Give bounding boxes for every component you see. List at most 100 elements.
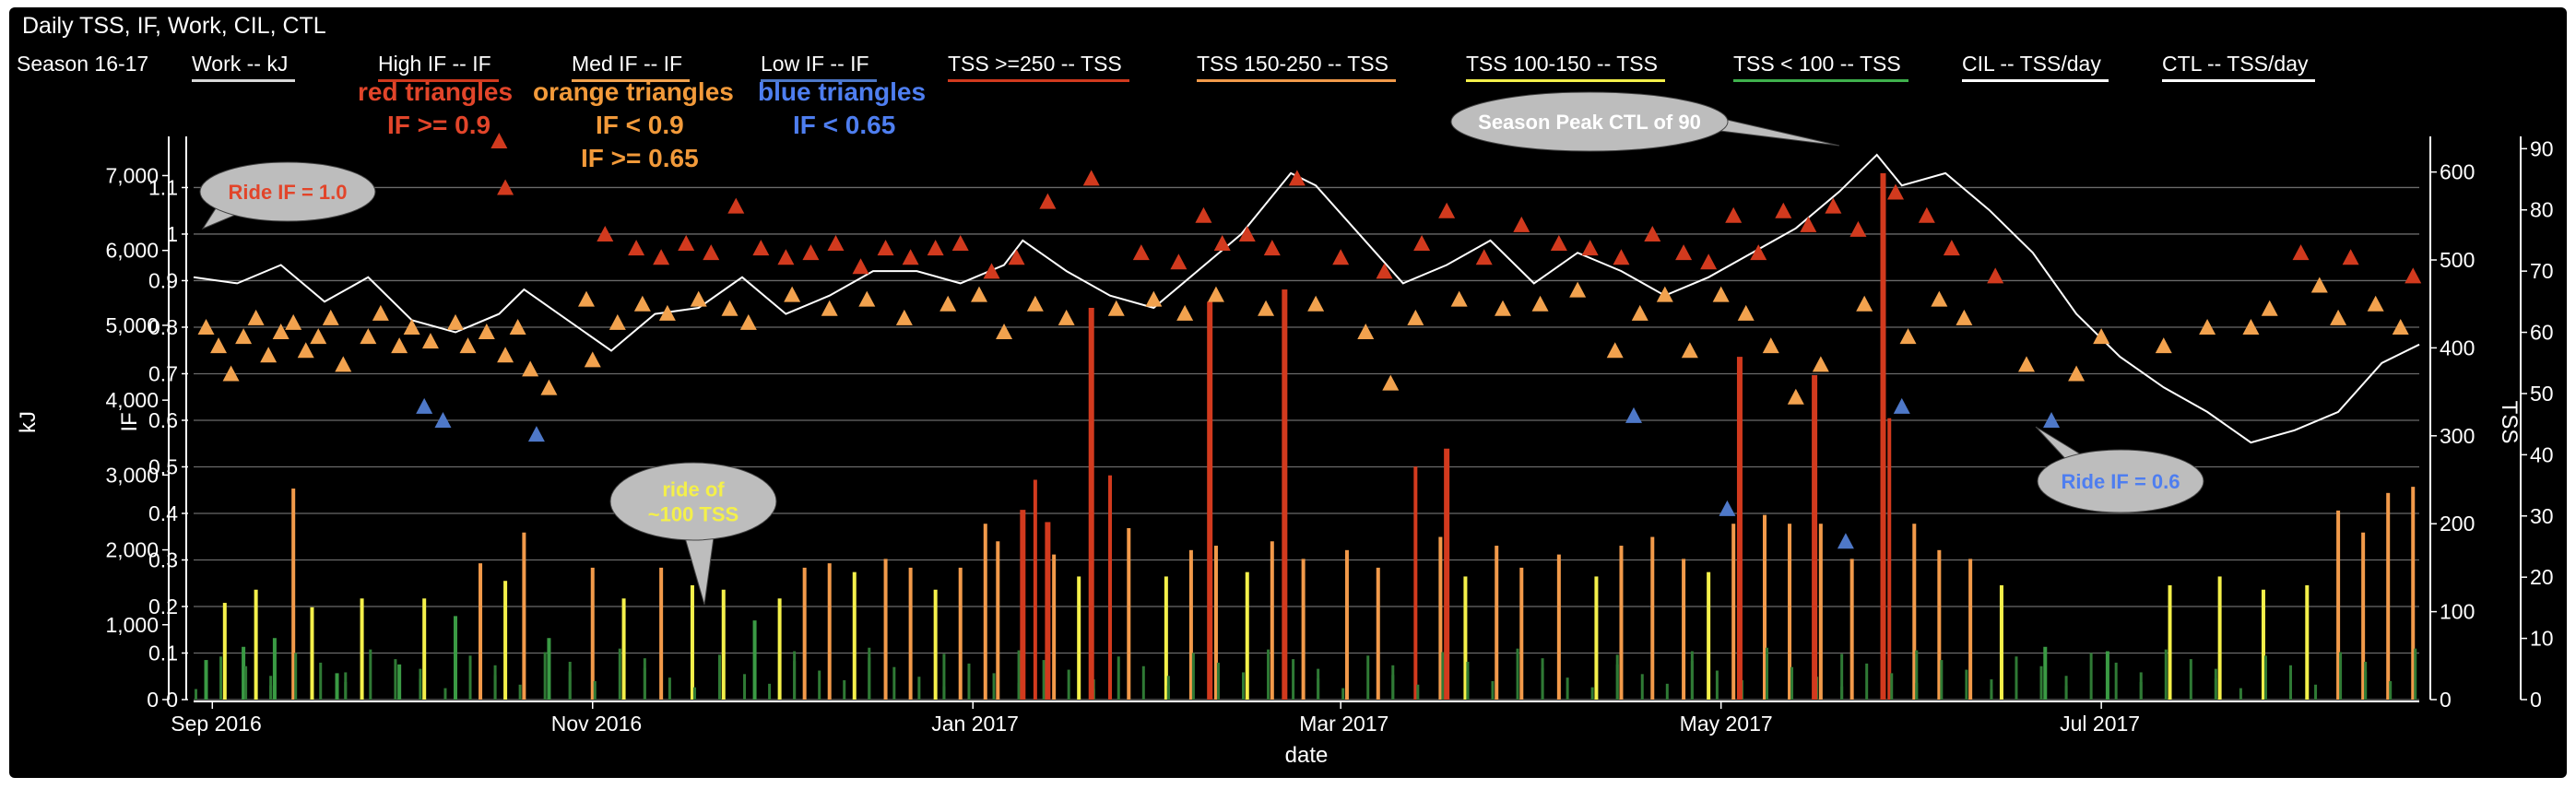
ctl-line	[193, 153, 2420, 444]
med-if-triangle	[1569, 281, 1587, 298]
med-if-triangle	[1787, 388, 1804, 405]
tss-bar-low	[1690, 661, 1694, 700]
tss-bar	[1245, 571, 1249, 700]
tss-bar	[2361, 532, 2366, 700]
tss-bar	[1619, 546, 1624, 700]
tss-bar-low	[2364, 671, 2368, 700]
med-if-triangle	[372, 304, 389, 321]
tss-bar	[1556, 554, 1561, 700]
legend-line-swatch	[1197, 79, 1396, 82]
med-if-triangle	[939, 295, 957, 312]
high-if-triangle	[1675, 244, 1693, 261]
tss-bar	[2043, 646, 2048, 700]
high-if-triangle	[1725, 206, 1743, 223]
tss-bar	[1270, 541, 1274, 700]
x-tick-label: Jul 2017	[2060, 712, 2140, 736]
tss-bar-low	[1665, 683, 1669, 700]
tss-bar-low	[743, 674, 747, 700]
med-if-triangle	[459, 337, 477, 354]
high-if-triangle	[1132, 244, 1150, 261]
high-if-triangle	[1943, 240, 1960, 256]
tss-bar-low	[1566, 677, 1569, 700]
tss-bar-low	[2139, 681, 2143, 700]
med-if-triangle	[1812, 356, 1829, 372]
med-if-triangle	[522, 360, 539, 377]
med-if-triangle	[1681, 342, 1698, 359]
red-triangles-label: red triangles	[358, 77, 514, 106]
tick-label-if: 0.3	[148, 548, 178, 571]
legend-item-ctl-tss-day: CTL -- TSS/day	[2162, 52, 2316, 82]
tick-label-kj: 4,000	[105, 388, 159, 412]
legend-label: Low IF -- IF	[761, 52, 869, 76]
high-if-triangle	[802, 244, 820, 261]
med-if-triangle	[1737, 304, 1755, 321]
legend-label: TSS 150-250 -- TSS	[1197, 52, 1388, 76]
med-if-triangle	[235, 328, 253, 345]
callout-season-peak: Season Peak CTL of 90	[1450, 91, 1840, 152]
high-if-triangle	[2405, 267, 2422, 284]
x-tick-label: Sep 2016	[171, 712, 261, 736]
med-if-triangle	[739, 313, 757, 330]
tss-bar	[621, 598, 626, 700]
tss-bar	[2168, 584, 2172, 700]
blue-triangles-label: blue triangles	[758, 77, 927, 106]
tss-bar-low	[2414, 648, 2417, 700]
tss-axis-label: TSS	[2497, 401, 2522, 444]
tick-label-kj: 7,000	[105, 163, 159, 187]
callout-text: Ride IF = 0.6	[2062, 470, 2180, 493]
med-if-triangle	[658, 304, 676, 321]
med-if-triangle	[971, 286, 987, 302]
high-if-triangle	[983, 263, 1000, 279]
callout-ride-100-tss: ride of~100 TSS	[609, 462, 777, 606]
legend-label: CTL -- TSS/day	[2162, 52, 2309, 76]
tss-bar	[996, 541, 1000, 700]
med-if-triangle	[222, 365, 240, 382]
tss-bar-low	[493, 675, 497, 700]
high-if-triangle	[1825, 197, 1842, 214]
legend-item-med-if-if: Med IF -- IF	[572, 52, 691, 82]
window-title: Daily TSS, IF, Work, CIL, CTL	[22, 13, 326, 39]
tss-bar	[2305, 584, 2310, 700]
tss-bar-low	[892, 666, 896, 700]
high-if-triangle	[1475, 249, 1493, 265]
tick-label-tss: 300	[2440, 424, 2475, 448]
tss-bar	[752, 620, 757, 700]
tss-bar-low	[1541, 667, 1544, 700]
tss-bar-low	[1940, 660, 1944, 700]
med-if-triangle	[1531, 295, 1549, 312]
med-if-triangle	[2068, 365, 2086, 382]
tss-bar	[721, 589, 726, 700]
tick-label-if: 1	[166, 222, 178, 246]
legend-line-swatch	[1962, 79, 2109, 82]
callout-text: ~100 TSS	[648, 503, 739, 526]
tss-bar-low	[618, 648, 621, 700]
tss-bar-low	[2389, 680, 2393, 700]
tss-bar	[1887, 418, 1892, 700]
legend-item-work-kj: Work -- kJ	[192, 52, 296, 82]
tss-bar-low	[718, 664, 721, 700]
legend-item-high-if-if: High IF -- IF	[378, 52, 499, 82]
tss-bar-low	[818, 670, 821, 700]
high-if-triangle	[1550, 235, 1567, 252]
med-if-triangle	[821, 300, 838, 316]
tss-bar-low	[219, 656, 223, 700]
high-if-triangle	[1438, 202, 1456, 218]
med-if-triangle	[2155, 337, 2172, 354]
high-if-triangle	[951, 235, 969, 252]
tick-label-kj: 0	[147, 688, 159, 712]
med-if-triangle	[310, 328, 327, 345]
med-if-triangle	[2093, 328, 2110, 345]
tss-bar-low	[643, 667, 646, 700]
tss-bar	[2336, 510, 2341, 700]
med-if-triangle	[1258, 300, 1275, 316]
tss-bar	[1495, 546, 1499, 700]
med-if-triangle	[1450, 290, 1468, 307]
tss-bar	[852, 571, 857, 700]
tss-bar	[827, 563, 832, 700]
orange-rule1-label: IF < 0.9	[596, 111, 684, 139]
tss-bar	[1438, 536, 1443, 700]
tss-bar	[983, 524, 987, 700]
high-if-triangle	[852, 258, 869, 275]
season-label: Season 16-17	[17, 52, 149, 76]
high-if-triangle	[1008, 249, 1025, 265]
